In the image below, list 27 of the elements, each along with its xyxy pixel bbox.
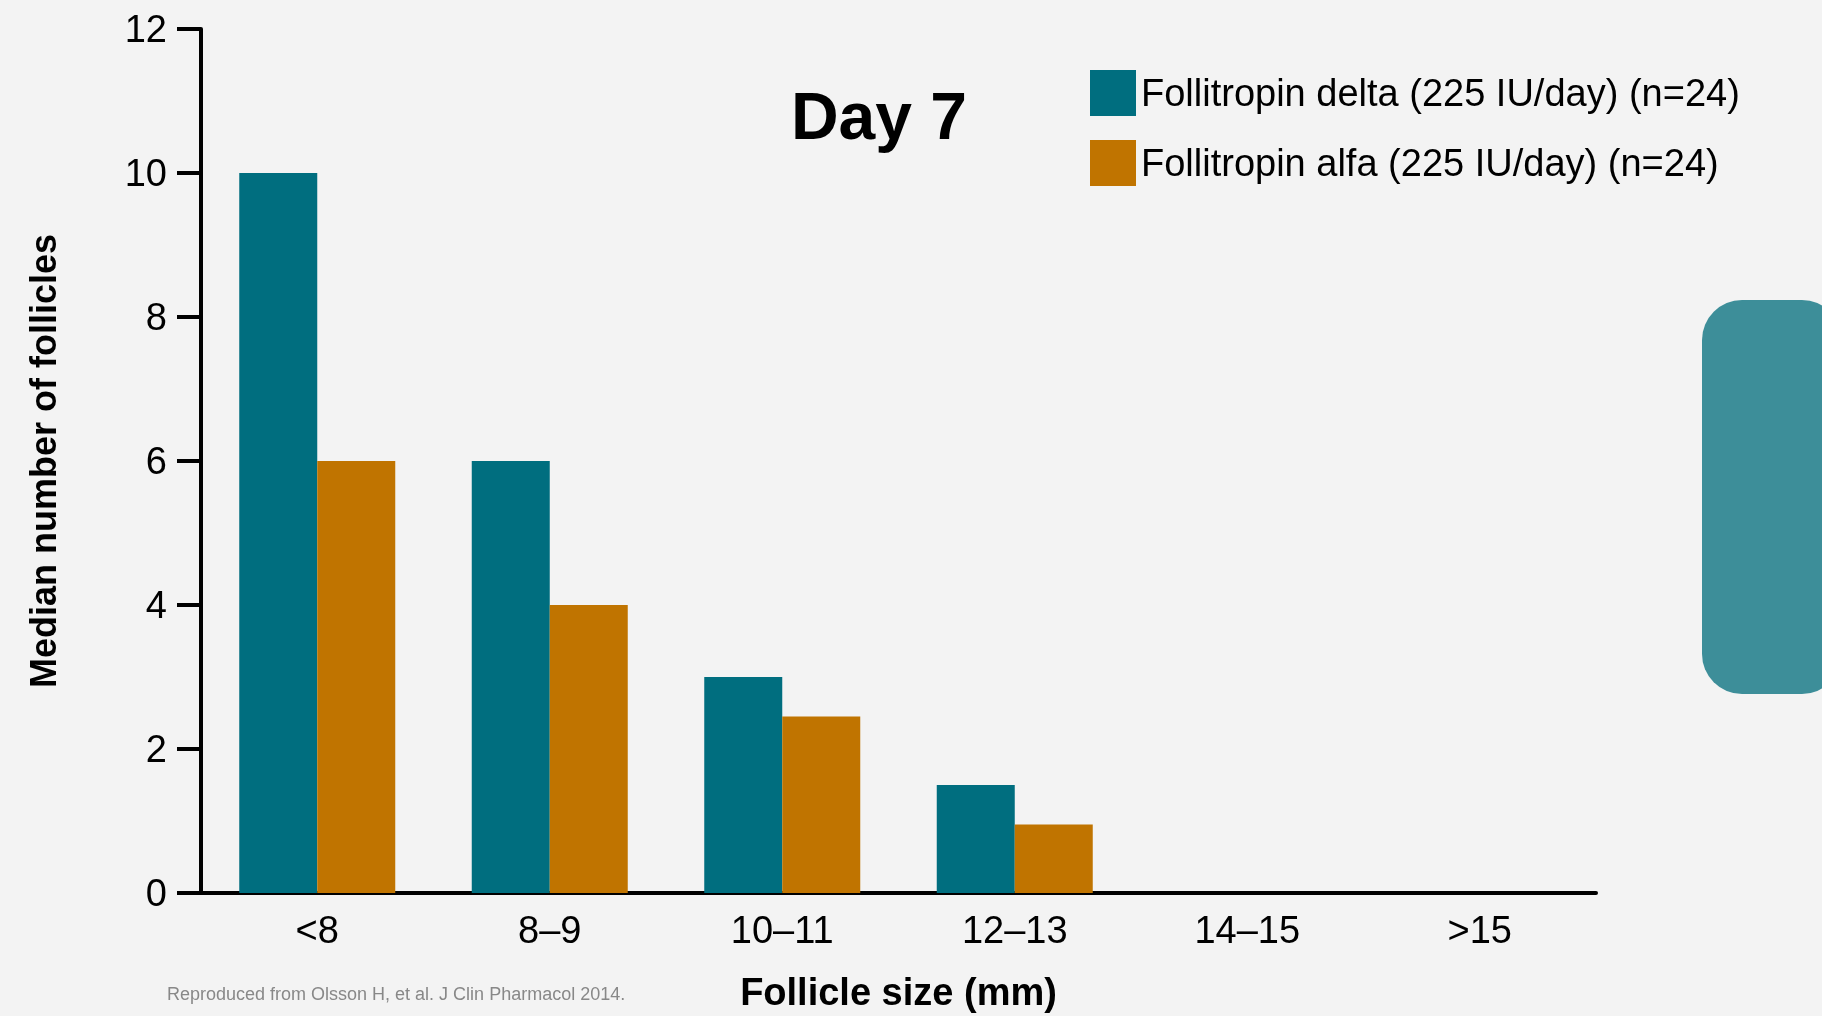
bar — [317, 461, 396, 893]
x-tick-label: 12–13 — [961, 909, 1068, 951]
text: Day 7 — [790, 79, 968, 153]
legend-label: Follitropin delta (225 IU/day) (n=24) — [1141, 72, 1740, 114]
x-tick-label: >15 — [1447, 909, 1512, 951]
x-tick-label: 8–9 — [518, 909, 582, 951]
bar — [936, 785, 1015, 893]
x-tick-label: 14–15 — [1194, 909, 1301, 951]
bar — [471, 461, 550, 893]
y-tick-label: 0 — [145, 872, 167, 914]
bar — [782, 716, 861, 893]
y-tick-label: 6 — [145, 440, 167, 482]
y-axis-title: Median number of follicles — [22, 233, 64, 689]
bar — [549, 605, 628, 893]
x-tick-label: <8 — [295, 909, 339, 951]
y-tick-label: 2 — [145, 728, 167, 770]
x-axis-title: Follicle size (mm) — [740, 971, 1057, 1013]
text: Reproduced from Olsson H, et al. J Clin Pharmacol 2014. — [167, 984, 626, 1004]
bar — [704, 677, 783, 893]
bar — [1014, 824, 1093, 893]
x-tick-label: 10–11 — [730, 909, 834, 951]
y-tick-label: 8 — [145, 296, 167, 338]
y-tick-label: 12 — [124, 8, 167, 50]
legend-label: Follitropin alfa (225 IU/day) (n=24) — [1141, 142, 1719, 184]
bar — [239, 173, 318, 893]
y-tick-label: 10 — [124, 152, 167, 194]
y-tick-label: 4 — [145, 584, 167, 626]
